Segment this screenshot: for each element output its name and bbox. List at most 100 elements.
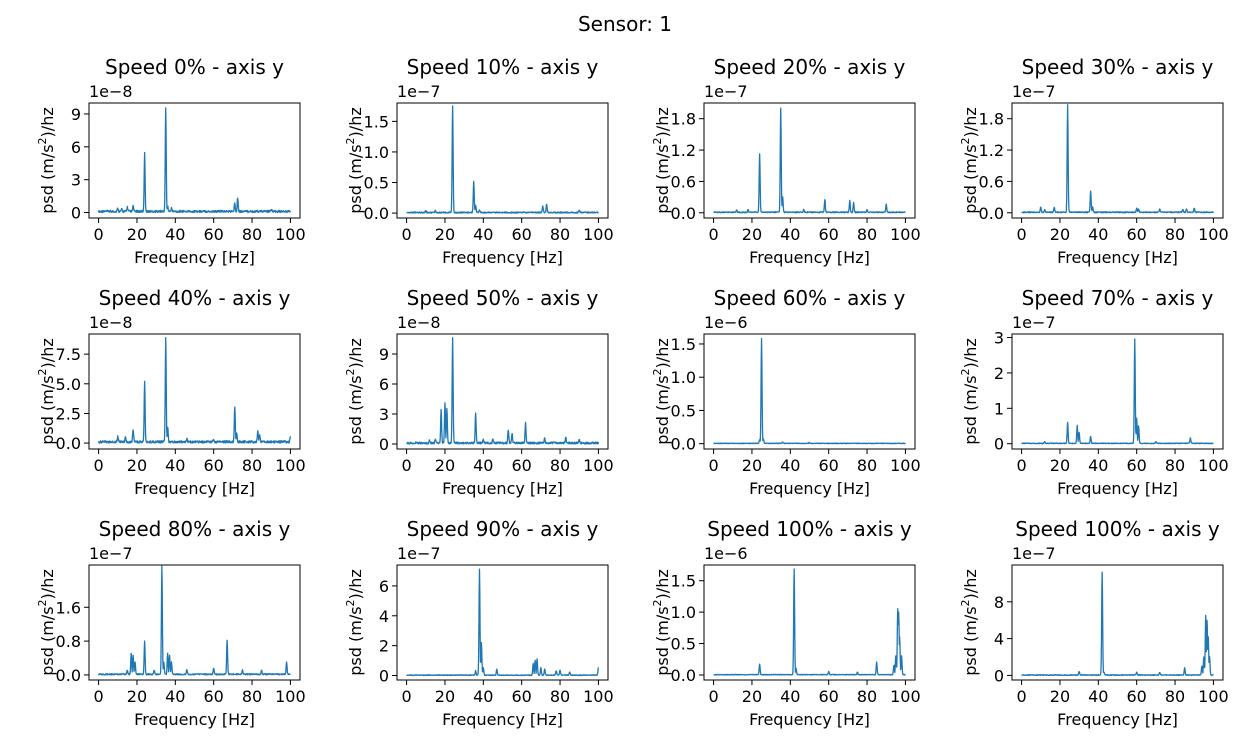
- y-axis-label-prefix: psd (m/s: [653, 606, 672, 675]
- x-tick-label: 40: [473, 687, 493, 706]
- x-tick-label: 40: [780, 225, 800, 244]
- y-tick-label: 0.5: [364, 174, 389, 193]
- y-axis-label-prefix: psd (m/s: [961, 375, 980, 444]
- y-tick-label: 6: [379, 375, 389, 394]
- y-offset-label: 1e−7: [1012, 313, 1056, 332]
- x-tick-label: 20: [1050, 687, 1070, 706]
- plot-area: [1011, 564, 1224, 681]
- y-tick-label: 1.0: [364, 143, 389, 162]
- y-axis-label-sup: 2: [959, 599, 972, 606]
- subplot-grid: Speed 0% - axis y1e−80 20 40 60 80 1000369Fre…: [36, 55, 1229, 729]
- y-tick-label: 1.5: [671, 572, 696, 591]
- y-offset-label: 1e−7: [1012, 544, 1056, 563]
- y-offset-label: 1e−8: [397, 313, 441, 332]
- x-tick-label: 20: [742, 225, 762, 244]
- subplot-5: Speed 40% - axis y 1e−8 0 20 40 60 80 100 0.0 2.5…: [36, 286, 306, 498]
- y-axis-label-sup: 2: [344, 137, 357, 144]
- x-tick-label: 60: [1127, 225, 1147, 244]
- x-tick-label: 80: [1165, 687, 1185, 706]
- x-tick-label: 40: [165, 687, 185, 706]
- x-tick-label: 0: [1016, 456, 1026, 475]
- x-axis-label: Frequency [Hz]: [749, 248, 870, 267]
- x-tick-label: 60: [1127, 687, 1147, 706]
- y-axis-label-suffix: )/hz: [346, 569, 365, 599]
- x-tick-label: 40: [780, 687, 800, 706]
- subplot-7: Speed 60% - axis y 1e−6 0 20 40 60 80 100 0.0 0.5…: [651, 286, 921, 498]
- plot-area: [703, 333, 916, 450]
- x-tick-label: 80: [1165, 225, 1185, 244]
- x-tick-label: 100: [1198, 225, 1229, 244]
- psd-series-line: [1021, 104, 1215, 214]
- psd-series-line: [406, 568, 600, 677]
- plot-area: [88, 102, 301, 219]
- subplot-2: Speed 10% - axis y 1e−7 0 20 40 60 80 100 0.0 0.5…: [344, 55, 614, 267]
- psd-series-line: [713, 568, 906, 676]
- x-tick-label: 60: [819, 225, 839, 244]
- y-tick-label: 1.2: [979, 141, 1004, 160]
- y-axis-label: psd (m/s2)/hz: [651, 569, 672, 675]
- subplot-9: Speed 80% - axis y 1e−7 0 20 40 60 80 100 0.0 0.8…: [36, 517, 306, 729]
- x-tick-label: 40: [473, 225, 493, 244]
- x-axis-label: Frequency [Hz]: [134, 710, 255, 729]
- x-tick-label: 20: [127, 687, 147, 706]
- y-tick-label: 0.5: [671, 635, 696, 654]
- y-axis-label: psd (m/s2)/hz: [959, 107, 980, 213]
- y-axis-label: psd (m/s2)/hz: [651, 107, 672, 213]
- y-tick-label: 1.0: [671, 368, 696, 387]
- subplot-title: Speed 10% - axis y: [407, 55, 599, 79]
- subplot-6: Speed 50% - axis y 1e−8 0 20 40 60 80 100 0 3 6 9 Fr…: [344, 286, 614, 498]
- y-tick-label: 0.8: [56, 632, 81, 651]
- y-axis-label: psd (m/s2)/hz: [344, 107, 365, 213]
- subplot-title: Speed 70% - axis y: [1022, 286, 1214, 310]
- y-tick-label: 1.2: [671, 141, 696, 160]
- subplot-11: Speed 100% - axis y 1e−6 0 20 40 60 80 100 0.0 0.…: [651, 517, 921, 729]
- y-axis-label-suffix: )/hz: [346, 338, 365, 368]
- x-tick-label: 100: [275, 456, 306, 475]
- x-tick-label: 0: [93, 456, 103, 475]
- psd-series-line: [406, 336, 600, 445]
- figure-suptitle: Sensor: 1: [578, 12, 672, 36]
- x-tick-label: 60: [819, 687, 839, 706]
- x-tick-label: 20: [742, 456, 762, 475]
- y-axis-label-prefix: psd (m/s: [346, 144, 365, 213]
- y-tick-label: 6: [71, 138, 81, 157]
- y-offset-label: 1e−6: [704, 544, 748, 563]
- y-tick-label: 0.0: [56, 666, 81, 685]
- x-axis-label: Frequency [Hz]: [134, 479, 255, 498]
- y-axis-label-suffix: )/hz: [346, 107, 365, 137]
- subplot-title: Speed 90% - axis y: [407, 517, 599, 541]
- x-tick-label: 100: [583, 456, 614, 475]
- x-tick-label: 80: [242, 456, 262, 475]
- y-axis-label: psd (m/s2)/hz: [344, 338, 365, 444]
- subplot-3: Speed 20% - axis y 1e−7 0 20 40 60 80 100 0.0 0.6…: [651, 55, 921, 267]
- y-tick-label: 0.0: [56, 434, 81, 453]
- x-tick-label: 20: [435, 687, 455, 706]
- subplot-4: Speed 30% - axis y 1e−7 0 20 40 60 80 100 0.0 0.6…: [959, 55, 1229, 267]
- psd-series-line: [97, 107, 292, 214]
- x-tick-label: 40: [1088, 456, 1108, 475]
- y-axis-label-prefix: psd (m/s: [961, 606, 980, 675]
- y-tick-label: 0.0: [671, 204, 696, 223]
- y-axis-label-prefix: psd (m/s: [346, 375, 365, 444]
- x-tick-label: 0: [1016, 687, 1026, 706]
- subplot-title: Speed 80% - axis y: [99, 517, 291, 541]
- subplot-title: Speed 50% - axis y: [407, 286, 599, 310]
- y-tick-label: 3: [994, 329, 1004, 348]
- plot-area: [703, 102, 916, 219]
- y-axis-label: psd (m/s2)/hz: [959, 338, 980, 444]
- x-tick-label: 40: [165, 456, 185, 475]
- y-tick-label: 1: [994, 399, 1004, 418]
- plot-area: [1011, 333, 1224, 450]
- x-tick-label: 60: [512, 456, 532, 475]
- x-tick-label: 100: [890, 225, 921, 244]
- y-tick-label: 5.0: [56, 375, 81, 394]
- y-tick-label: 0.0: [364, 204, 389, 223]
- y-axis-label: psd (m/s2)/hz: [36, 338, 57, 444]
- y-axis-label-sup: 2: [36, 599, 49, 606]
- y-tick-label: 8: [994, 593, 1004, 612]
- y-offset-label: 1e−6: [704, 313, 748, 332]
- x-tick-label: 100: [1198, 687, 1229, 706]
- x-tick-label: 60: [1127, 456, 1147, 475]
- x-axis-label: Frequency [Hz]: [442, 479, 563, 498]
- x-tick-label: 80: [550, 687, 570, 706]
